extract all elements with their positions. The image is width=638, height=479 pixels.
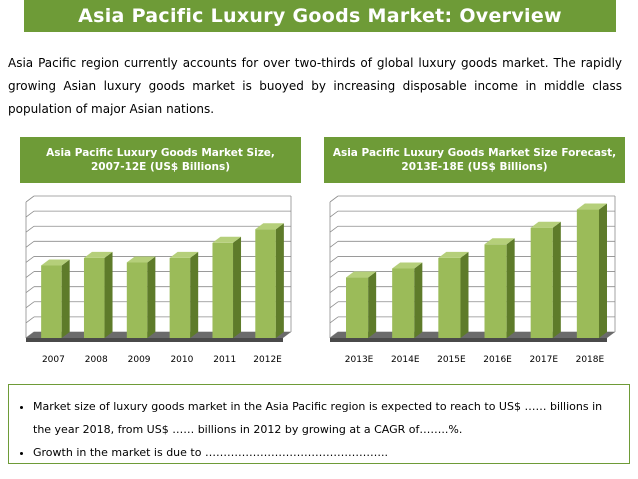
bar-front <box>484 244 507 338</box>
bar-front <box>530 227 553 338</box>
bullet-1: Market size of luxury goods market in th… <box>33 395 621 441</box>
gridline-side <box>25 210 35 218</box>
bar <box>212 236 242 338</box>
bar-top <box>576 203 607 210</box>
chart-floor-edge <box>26 338 283 342</box>
bar-side <box>104 251 113 338</box>
x-tick-label: 2018E <box>576 355 605 365</box>
bar-front <box>255 229 276 338</box>
bar-top <box>126 256 156 263</box>
gridline-side <box>329 316 339 324</box>
bar <box>169 251 199 338</box>
x-tick-label: 2016E <box>483 355 512 365</box>
bar-top <box>169 251 199 258</box>
bar-top <box>212 236 242 243</box>
chart-2-title: Asia Pacific Luxury Goods Market Size Fo… <box>324 137 625 183</box>
bar-top <box>83 251 113 258</box>
page-title: Asia Pacific Luxury Goods Market: Overvi… <box>24 0 616 32</box>
x-tick-label: 2009 <box>128 355 151 365</box>
bar-side <box>414 262 423 338</box>
gridline-side <box>25 316 35 324</box>
bar-top <box>255 223 284 230</box>
gridline-side <box>329 271 339 278</box>
bar-top <box>346 271 377 278</box>
bullet-2: Growth in the market is due to ………………………… <box>33 441 621 464</box>
bar-side <box>552 221 561 338</box>
bar-top <box>392 262 423 269</box>
bar-side <box>190 251 199 338</box>
bar-front <box>169 257 191 338</box>
gridline-side <box>25 286 35 293</box>
bar <box>126 256 156 338</box>
chart-floor-edge <box>330 338 607 342</box>
gridline-side <box>25 195 35 203</box>
bar <box>438 251 469 338</box>
bar <box>484 238 515 338</box>
bar <box>41 259 70 338</box>
bar-side <box>368 271 377 338</box>
bar <box>392 262 423 338</box>
x-tick-label: 2012E <box>253 355 282 365</box>
bar-side <box>147 256 156 338</box>
gridline-side <box>25 301 35 309</box>
x-tick-label: 2011 <box>213 355 236 365</box>
bar-side <box>598 203 607 338</box>
gridline-side <box>329 195 339 203</box>
gridline-side <box>329 301 339 309</box>
bar-front <box>83 257 105 338</box>
x-tick-label: 2015E <box>437 355 466 365</box>
chart-1: 2007 2008 2009 2010 2011 2012E <box>25 195 292 365</box>
x-tick-label: 2010 <box>170 355 193 365</box>
gridline-side <box>329 225 339 233</box>
gridline-side <box>25 256 35 263</box>
bar <box>530 221 561 338</box>
bar-side <box>506 238 515 338</box>
bar-top <box>41 259 70 266</box>
x-tick-label: 2014E <box>391 355 420 365</box>
bar-front <box>392 268 415 338</box>
x-tick-label: 2017E <box>529 355 558 365</box>
summary-box: Market size of luxury goods market in th… <box>8 384 630 464</box>
gridline-side <box>329 286 339 293</box>
chart-1-title: Asia Pacific Luxury Goods Market Size, 2… <box>20 137 301 183</box>
bar-top <box>530 221 561 228</box>
bar-front <box>438 257 461 338</box>
bar <box>576 203 607 338</box>
intro-paragraph: Asia Pacific region currently accounts f… <box>8 56 622 116</box>
bar <box>346 271 377 338</box>
bar-front <box>576 209 599 338</box>
bar <box>83 251 113 338</box>
bar-front <box>346 277 369 338</box>
gridline-side <box>25 271 35 278</box>
x-tick-label: 2007 <box>42 355 65 365</box>
bar-top <box>438 251 469 258</box>
bar-front <box>212 242 234 338</box>
gridline-side <box>329 256 339 263</box>
gridline-side <box>329 210 339 218</box>
bar <box>255 223 284 338</box>
bar-side <box>460 251 469 338</box>
bar-top <box>484 238 515 245</box>
bar-front <box>126 262 148 338</box>
bar-side <box>233 236 242 338</box>
bar-side <box>61 259 70 338</box>
bar-front <box>41 265 62 338</box>
bar-side <box>275 223 284 338</box>
x-tick-label: 2013E <box>345 355 374 365</box>
x-tick-label: 2008 <box>85 355 108 365</box>
gridline-side <box>25 241 35 248</box>
gridline-side <box>329 241 339 248</box>
chart-2: 2013E 2014E 2015E 2016E 2017E 2018E <box>329 195 616 365</box>
gridline-side <box>25 225 35 233</box>
